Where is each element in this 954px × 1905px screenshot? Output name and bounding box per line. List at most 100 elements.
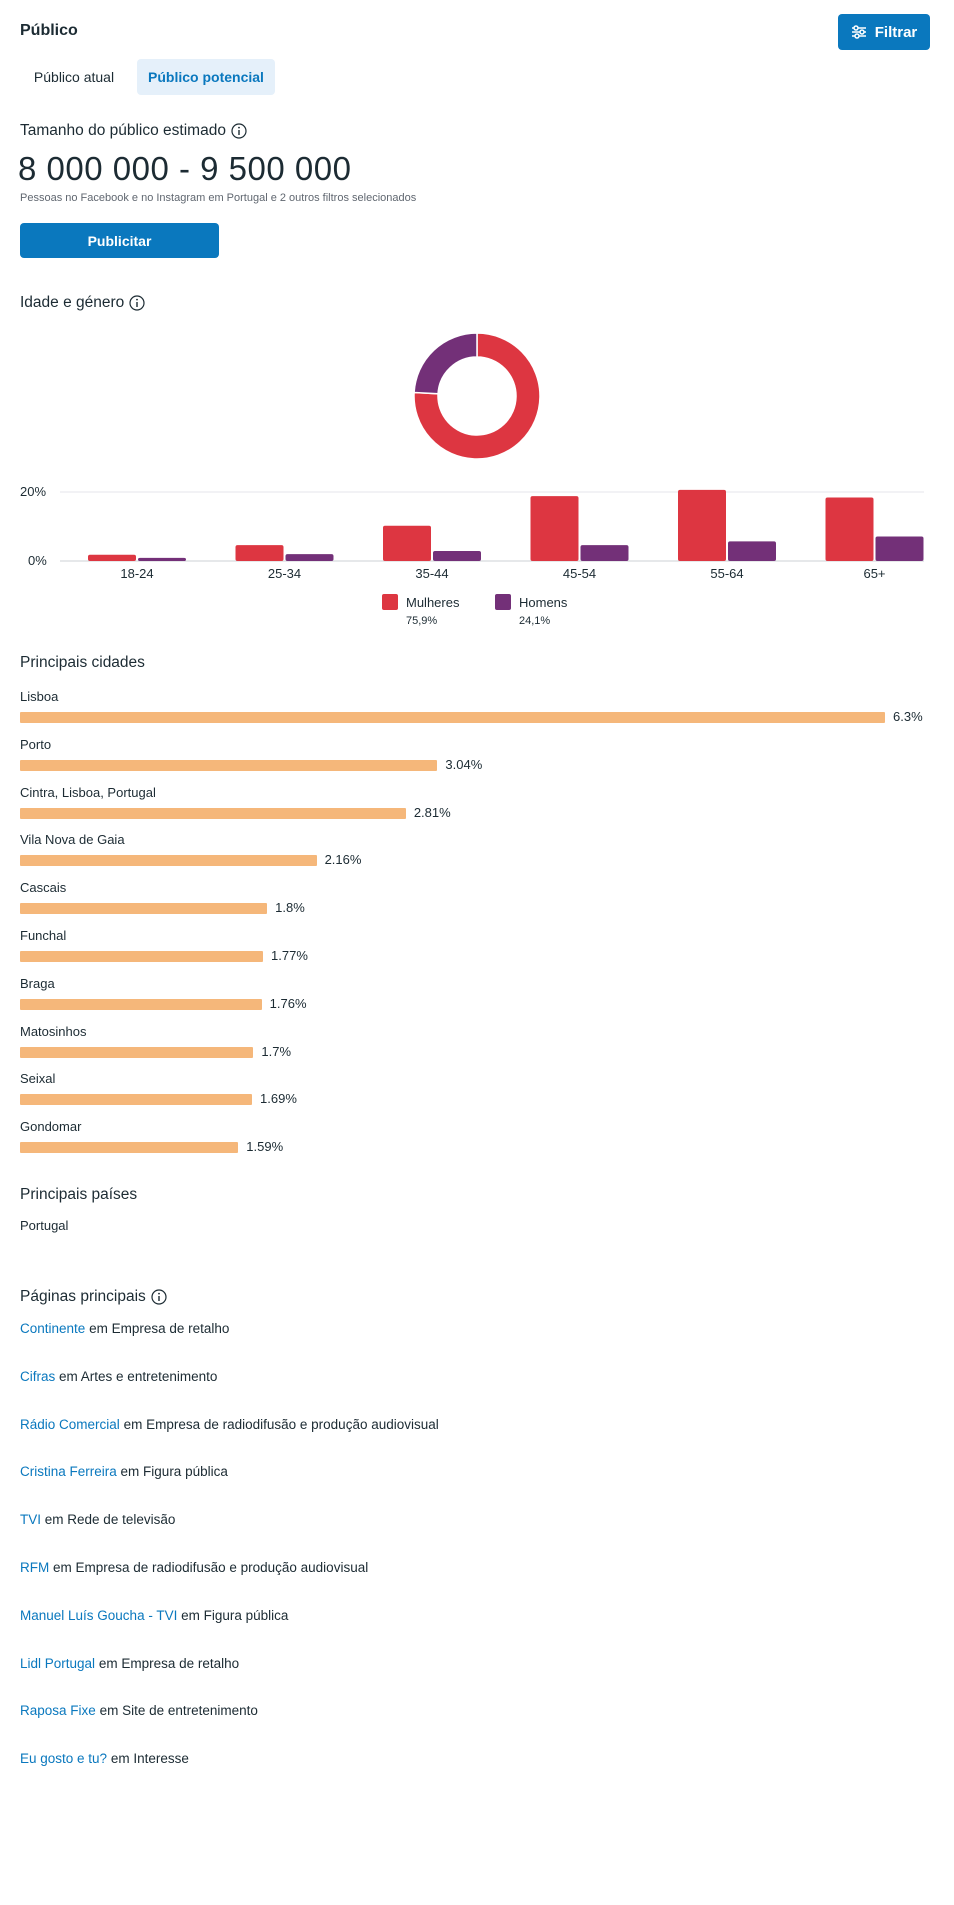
city-bar — [20, 951, 264, 962]
page-category: em Empresa de retalho — [89, 1321, 230, 1336]
city-name: Cascais — [20, 880, 67, 896]
legend-swatch-women — [382, 594, 398, 610]
audience-size-description: Pessoas no Facebook e no Instagram em Po… — [20, 192, 417, 204]
info-icon[interactable] — [129, 295, 145, 311]
bar-mulheres-45-54[interactable] — [530, 496, 579, 561]
page-row: Cifras em Artes e entretenimento — [20, 1369, 217, 1384]
page-category: em Figura pública — [120, 1464, 228, 1480]
tab-current-audience[interactable]: Público atual — [33, 69, 115, 85]
bar-mulheres-65+[interactable] — [825, 497, 874, 561]
page-row: Manuel Luís Goucha - TVI em Figura públi… — [20, 1608, 288, 1623]
page-row: Cristina Ferreira em Figura pública — [20, 1464, 228, 1479]
legend-men: Homens 24,1% — [495, 594, 567, 627]
city-row: Vila Nova de Gaia 2.16% — [20, 832, 940, 880]
sliders-icon — [851, 25, 866, 39]
city-pct: 1.59% — [246, 1139, 284, 1155]
x-tick-35-44: 35-44 — [415, 566, 449, 581]
page-title: Público — [20, 22, 78, 39]
page-link[interactable]: Continente — [20, 1321, 86, 1336]
legend-women: Mulheres 75,9% — [382, 594, 459, 627]
donut-slice-mulheres[interactable] — [413, 332, 541, 460]
city-row: Cascais 1.8% — [20, 880, 940, 928]
city-bar — [20, 712, 885, 723]
filter-button-label: Filtrar — [874, 23, 918, 41]
page-link[interactable]: TVI — [20, 1512, 42, 1528]
bar-homens-45-54[interactable] — [580, 545, 629, 561]
bar-mulheres-18-24[interactable] — [88, 554, 136, 561]
page-category: em Empresa de retalho — [98, 1655, 240, 1671]
city-name: Braga — [20, 975, 55, 991]
city-row: Gondomar 1.59% — [20, 1119, 940, 1167]
bar-homens-35-44[interactable] — [433, 550, 481, 561]
city-bar — [20, 759, 438, 771]
filter-button[interactable]: Filtrar — [838, 14, 930, 50]
page-category: em Site de entretenimento — [99, 1703, 258, 1719]
page-link[interactable]: Cifras — [20, 1368, 56, 1384]
page-link[interactable]: Manuel Luís Goucha - TVI — [20, 1607, 178, 1623]
page-link[interactable]: Raposa Fixe — [20, 1703, 96, 1719]
page-row: Raposa Fixe em Site de entretenimento — [20, 1703, 258, 1718]
city-bar — [20, 998, 262, 1010]
city-pct: 3.04% — [445, 756, 483, 772]
donut-slice-homens[interactable] — [413, 332, 478, 395]
page-link[interactable]: Lidl Portugal — [20, 1655, 96, 1671]
city-pct: 2.16% — [324, 852, 362, 868]
bar-homens-18-24[interactable] — [138, 557, 186, 561]
page-link[interactable]: Eu gosto e tu? — [20, 1751, 108, 1767]
city-name: Vila Nova de Gaia — [20, 832, 125, 848]
page-category: em Empresa de radiodifusão e produção au… — [123, 1416, 439, 1432]
city-bar — [20, 1142, 239, 1154]
tab-potential-audience[interactable]: Público potencial — [137, 59, 275, 95]
city-name: Porto — [20, 736, 52, 752]
info-icon[interactable] — [231, 123, 247, 139]
page-category: em Figura pública — [181, 1607, 289, 1623]
page-row: Continente em Empresa de retalho — [20, 1321, 229, 1336]
page-row: RFM em Empresa de radiodifusão e produçã… — [20, 1560, 368, 1575]
city-pct: 1.8% — [275, 900, 305, 916]
city-name: Gondomar — [20, 1119, 82, 1135]
city-name: Lisboa — [20, 689, 59, 704]
x-tick-25-34: 25-34 — [267, 566, 302, 581]
page-link[interactable]: Rádio Comercial — [20, 1416, 120, 1432]
age-gender-chart — [60, 332, 924, 562]
y-tick-20: 20% — [20, 484, 47, 499]
city-row: Cintra, Lisboa, Portugal 2.81% — [20, 785, 940, 833]
cities-heading: Principais cidades — [20, 654, 145, 671]
city-bar — [20, 1094, 253, 1106]
legend-men-pct: 24,1% — [519, 615, 551, 627]
page-category: em Rede de televisão — [44, 1512, 176, 1528]
pages-heading-label: Páginas principais — [20, 1288, 146, 1305]
page-category: em Artes e entretenimento — [59, 1368, 218, 1384]
city-pct: 2.81% — [413, 804, 451, 820]
legend-women-pct: 75,9% — [406, 615, 438, 627]
city-pct: 6.3% — [893, 709, 923, 724]
city-name: Cintra, Lisboa, Portugal — [20, 784, 156, 800]
bar-mulheres-35-44[interactable] — [383, 525, 431, 561]
city-bar — [20, 807, 406, 819]
city-pct: 1.7% — [261, 1043, 292, 1059]
city-pct: 1.76% — [269, 995, 307, 1011]
city-row: Braga 1.76% — [20, 976, 940, 1024]
page-link[interactable]: Cristina Ferreira — [20, 1464, 117, 1480]
page-row: TVI em Rede de televisão — [20, 1512, 175, 1527]
bar-homens-65+[interactable] — [875, 536, 924, 561]
bar-homens-55-64[interactable] — [728, 541, 776, 561]
city-row: Seixal 1.69% — [20, 1071, 940, 1119]
bar-mulheres-55-64[interactable] — [678, 489, 726, 561]
city-pct: 1.69% — [260, 1091, 297, 1107]
x-tick-55-64: 55-64 — [710, 566, 744, 581]
city-name: Funchal — [20, 928, 67, 943]
publish-button[interactable]: Publicitar — [20, 223, 219, 258]
page-link[interactable]: RFM — [20, 1560, 50, 1575]
city-row: Porto 3.04% — [20, 737, 940, 785]
page-category: em Interesse — [110, 1751, 189, 1767]
bar-mulheres-25-34[interactable] — [235, 545, 284, 561]
page-row: Rádio Comercial em Empresa de radiodifus… — [20, 1417, 439, 1432]
audience-size-heading: Tamanho do público estimado — [20, 122, 247, 140]
bar-homens-25-34[interactable] — [285, 554, 334, 561]
city-row: Lisboa 6.3% — [20, 689, 940, 737]
city-bar — [20, 1046, 254, 1058]
y-tick-0: 0% — [28, 553, 47, 568]
age-gender-heading: Idade e género — [20, 294, 145, 312]
info-icon[interactable] — [151, 1289, 167, 1305]
